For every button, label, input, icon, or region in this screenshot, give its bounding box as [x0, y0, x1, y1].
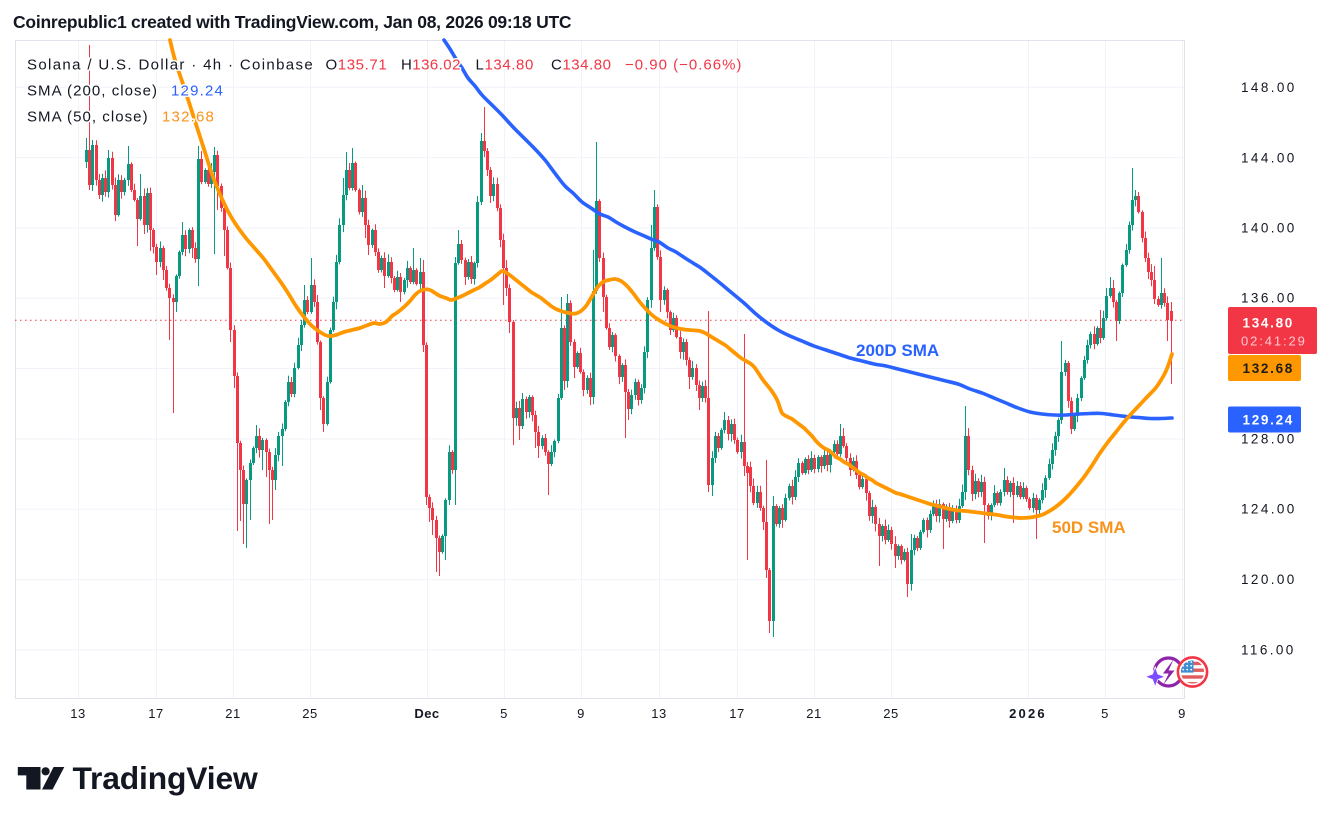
svg-text:Solana / U.S. Dollar · 4h · Co: Solana / U.S. Dollar · 4h · Coinbase: [27, 57, 314, 74]
svg-text:13: 13: [70, 706, 85, 721]
svg-text:13: 13: [651, 706, 666, 721]
svg-text:116.00: 116.00: [1241, 643, 1296, 658]
svg-text:9: 9: [1178, 706, 1186, 721]
svg-text:25: 25: [883, 706, 898, 721]
svg-text:17: 17: [148, 706, 163, 721]
svg-text:17: 17: [729, 706, 744, 721]
svg-text:129.24: 129.24: [1243, 413, 1295, 428]
svg-text:50D SMA: 50D SMA: [1052, 518, 1126, 537]
svg-text:−0.90 (−0.66%): −0.90 (−0.66%): [625, 57, 742, 74]
svg-text:H136.02: H136.02: [401, 57, 461, 74]
svg-text:21: 21: [225, 706, 240, 721]
svg-text:Coinrepublic1 created with Tra: Coinrepublic1 created with TradingView.c…: [13, 12, 572, 32]
svg-text:C134.80: C134.80: [551, 57, 612, 74]
svg-text:25: 25: [302, 706, 317, 721]
svg-text:120.00: 120.00: [1241, 572, 1297, 587]
svg-text:134.80: 134.80: [1243, 316, 1295, 331]
svg-text:128.00: 128.00: [1241, 431, 1297, 446]
svg-text:144.00: 144.00: [1241, 150, 1297, 165]
svg-text:2026: 2026: [1009, 706, 1047, 721]
svg-text:9: 9: [577, 706, 585, 721]
svg-text:L134.80: L134.80: [476, 57, 534, 74]
svg-text:5: 5: [500, 706, 508, 721]
svg-text:129.24: 129.24: [171, 83, 224, 100]
svg-text:SMA (200, close): SMA (200, close): [27, 83, 158, 100]
svg-text:SMA (50, close): SMA (50, close): [27, 109, 149, 126]
svg-text:5: 5: [1101, 706, 1109, 721]
svg-text:02:41:29: 02:41:29: [1241, 334, 1307, 349]
svg-text:140.00: 140.00: [1241, 221, 1297, 236]
svg-text:124.00: 124.00: [1241, 502, 1297, 517]
svg-text:136.00: 136.00: [1241, 291, 1297, 306]
svg-text:148.00: 148.00: [1241, 80, 1297, 95]
svg-text:132.68: 132.68: [1243, 361, 1295, 376]
svg-text:200D SMA: 200D SMA: [856, 341, 939, 360]
svg-text:O135.71: O135.71: [326, 57, 388, 74]
svg-text:21: 21: [806, 706, 821, 721]
svg-text:TradingView: TradingView: [73, 760, 258, 796]
svg-text:132.68: 132.68: [162, 109, 215, 126]
svg-text:Dec: Dec: [414, 706, 439, 721]
